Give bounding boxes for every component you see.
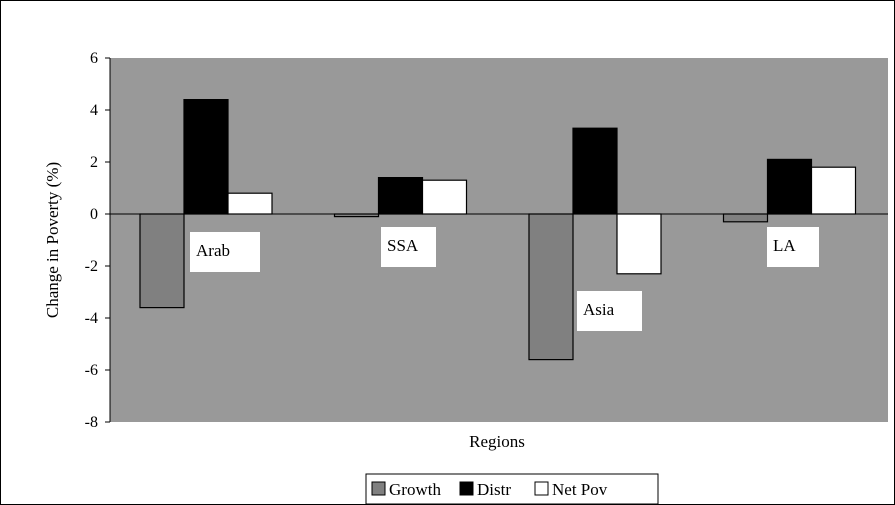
y-tick-label: -4 — [85, 310, 98, 327]
legend-item-net-pov: Net Pov — [534, 480, 608, 499]
y-tick-label: 6 — [90, 50, 98, 67]
legend-swatch — [534, 481, 549, 496]
y-tick-label: -8 — [85, 414, 98, 431]
category-label-box — [381, 227, 436, 267]
category-label-text: Asia — [583, 300, 615, 319]
category-label-asia: Asia — [577, 291, 642, 331]
category-label-box — [190, 232, 260, 272]
category-label-box — [577, 291, 642, 331]
growth-bar — [722, 213, 769, 223]
net-pov-bar — [616, 213, 662, 275]
category-label-text: Arab — [196, 241, 230, 260]
category-label-la: LA — [767, 227, 819, 267]
legend-item-growth: Growth — [371, 480, 441, 499]
y-tick-label: -2 — [85, 258, 98, 275]
legend-label: Growth — [389, 480, 441, 499]
y-tick-label: 4 — [90, 102, 98, 119]
category-label-ssa: SSA — [381, 227, 436, 267]
legend-label: Distr — [477, 480, 511, 499]
category-label-box — [767, 227, 819, 267]
legend-item-distr: Distr — [459, 480, 511, 499]
distr-bar — [183, 98, 229, 215]
legend-swatch — [459, 481, 474, 496]
category-labels: Arab SSA Asia LA — [190, 227, 819, 331]
category-label-text: SSA — [387, 236, 419, 255]
distr-bar — [572, 127, 618, 215]
y-axis-title: Change in Poverty (%) — [43, 162, 62, 318]
distr-bar — [377, 177, 424, 215]
x-axis-title: Regions — [469, 432, 525, 451]
legend-swatch — [371, 481, 386, 496]
y-tick-label: 2 — [90, 154, 98, 171]
y-axis-ticks: 6 4 2 0 -2 -4 -6 -8 — [85, 50, 110, 431]
category-label-text: LA — [773, 236, 796, 255]
y-tick-label: -6 — [85, 362, 98, 379]
legend-label: Net Pov — [552, 480, 608, 499]
bars — [139, 98, 857, 361]
net-pov-bar — [227, 192, 273, 215]
net-pov-bar — [421, 179, 468, 215]
y-tick-label: 0 — [90, 206, 98, 223]
growth-bar — [528, 213, 574, 361]
distr-bar — [766, 158, 813, 215]
growth-bar — [139, 213, 185, 309]
legend-box — [365, 473, 659, 505]
net-pov-bar — [810, 166, 857, 215]
category-label-arab: Arab — [190, 232, 260, 272]
legend: Growth Distr Net Pov — [365, 473, 659, 505]
